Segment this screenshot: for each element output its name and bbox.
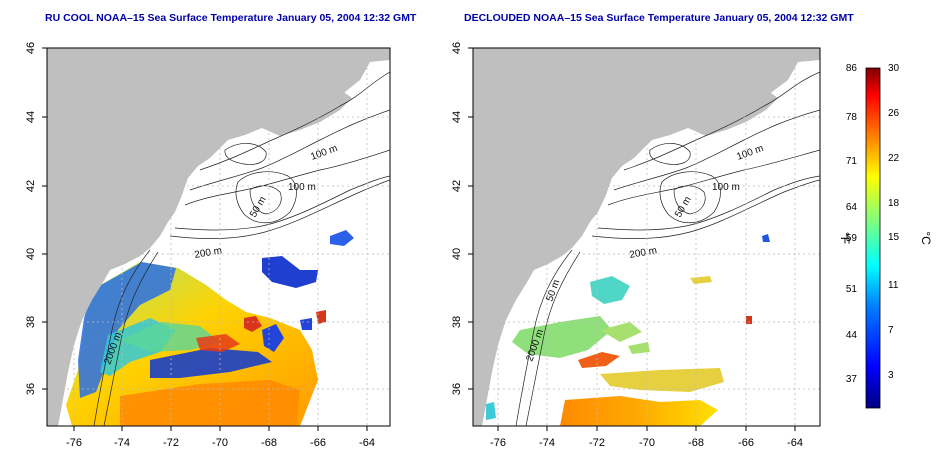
right-axis-ticks: [468, 47, 796, 431]
left-lon-labels: -76 -74 -72 -70 -68 -66 -64: [66, 437, 375, 449]
right-lat-tick: 44: [451, 111, 463, 123]
colorbar-celsius-ticks: 30 26 22 18 15 11 7 3: [888, 63, 900, 381]
left-lon-tick: -76: [66, 437, 82, 449]
sst-patch-right-cyan-small: [486, 402, 496, 420]
right-lon-tick: -72: [589, 437, 605, 449]
fahrenheit-tick: 71: [846, 156, 858, 167]
right-lon-tick: -68: [688, 437, 704, 449]
right-lon-tick: -66: [738, 437, 754, 449]
fahrenheit-tick: 59: [846, 233, 858, 244]
celsius-tick: 11: [888, 280, 899, 291]
sst-patch-right-green: [600, 322, 650, 354]
fahrenheit-tick: 78: [846, 112, 858, 123]
graticule-right: [473, 48, 820, 426]
panel-right-title: DECLOUDED NOAA–15 Sea Surface Temperatur…: [464, 12, 854, 24]
fahrenheit-tick: 86: [846, 63, 858, 74]
sst-red-spots-left: [244, 310, 326, 332]
land-right: [473, 48, 820, 426]
sst-orange-patch-left: [120, 380, 300, 426]
sst-red-patch-left: [196, 334, 240, 352]
fahrenheit-tick: 51: [846, 284, 858, 295]
left-map-frame: [46, 47, 391, 427]
sst-blue-edge-left: [262, 318, 312, 352]
left-lat-tick: 38: [25, 316, 37, 328]
celsius-tick: 22: [888, 153, 900, 164]
left-lat-labels: 36 38 40 42 44 46: [25, 42, 37, 395]
left-lon-tick: -66: [310, 437, 326, 449]
sst-patch-right-redspot: [746, 316, 752, 324]
panel-right: 100 m 100 m 50 m 200 m 2000 m 50 m -76 -…: [451, 42, 821, 449]
colorbar-fahrenheit-ticks: 86 78 71 64 59 51 44 37: [846, 63, 858, 385]
right-lon-tick: -74: [539, 437, 555, 449]
right-lat-tick: 38: [451, 316, 463, 328]
sst-north-blob-left: [262, 256, 318, 288]
left-lon-tick: -70: [212, 437, 228, 449]
depth-contours-left: [93, 71, 390, 426]
fahrenheit-tick: 64: [846, 202, 858, 213]
sst-patch-right-orange: [560, 396, 718, 426]
left-lat-tick: 40: [25, 248, 37, 260]
contour-label-100m-b: 100 m: [712, 182, 740, 193]
right-lat-labels: 36 38 40 42 44 46: [451, 42, 463, 395]
left-lat-tick: 36: [25, 383, 37, 395]
fahrenheit-tick: 37: [846, 374, 858, 385]
celsius-tick: 7: [888, 325, 894, 336]
left-lat-tick: 42: [25, 180, 37, 192]
celsius-tick: 18: [888, 198, 900, 209]
right-lon-tick: -64: [787, 437, 803, 449]
celsius-tick: 15: [888, 232, 900, 243]
right-lon-tick: -76: [490, 437, 506, 449]
panel-left: 100 m 100 m 50 m 200 m 2000 m -76 -74 -7…: [25, 42, 391, 449]
celsius-unit-label: °C: [919, 231, 933, 245]
sst-teal-patch-left: [120, 322, 220, 352]
right-lon-labels: -76 -74 -72 -70 -68 -66 -64: [490, 437, 803, 449]
left-lat-tick: 46: [25, 42, 37, 54]
right-lat-tick: 36: [451, 383, 463, 395]
colorbar: 86 78 71 64 59 51 44 37 30 26 22 18 15 1…: [838, 63, 933, 409]
celsius-tick: 30: [888, 63, 900, 74]
left-lon-tick: -68: [261, 437, 277, 449]
right-lat-tick: 46: [451, 42, 463, 54]
sst-patch-right-blue: [762, 234, 770, 242]
celsius-tick: 3: [888, 370, 894, 381]
nova-scotia-right: [688, 88, 778, 136]
right-lon-tick: -70: [639, 437, 655, 449]
sst-east-blob-left: [330, 230, 354, 246]
right-lat-tick: 40: [451, 248, 463, 260]
panel-left-title: RU COOL NOAA–15 Sea Surface Temperature …: [45, 12, 417, 24]
contour-label-100m-b: 100 m: [288, 182, 316, 193]
depth-contours-right: [515, 71, 820, 426]
nova-scotia-left: [262, 88, 352, 136]
fahrenheit-tick: 44: [846, 330, 858, 341]
contour-label-200m: 200 m: [194, 245, 223, 261]
left-lon-tick: -74: [114, 437, 130, 449]
left-axis-ticks: [42, 47, 368, 431]
celsius-tick: 26: [888, 108, 900, 119]
sst-patch-right-lime: [512, 316, 612, 358]
graticule-left: [47, 48, 390, 426]
sst-patch-right-red: [578, 352, 620, 368]
contour-label-200m: 200 m: [629, 245, 658, 261]
sst-patch-right-cyan: [590, 276, 630, 304]
left-lat-tick: 44: [25, 111, 37, 123]
left-lon-tick: -64: [359, 437, 375, 449]
land-left: [47, 48, 390, 426]
sst-patch-right-yellow: [600, 276, 724, 392]
colorbar-gradient: [865, 67, 881, 409]
right-lat-tick: 42: [451, 180, 463, 192]
left-lon-tick: -72: [163, 437, 179, 449]
fahrenheit-unit-label: °F: [838, 232, 852, 244]
sst-blue-stripe-left: [150, 348, 272, 378]
